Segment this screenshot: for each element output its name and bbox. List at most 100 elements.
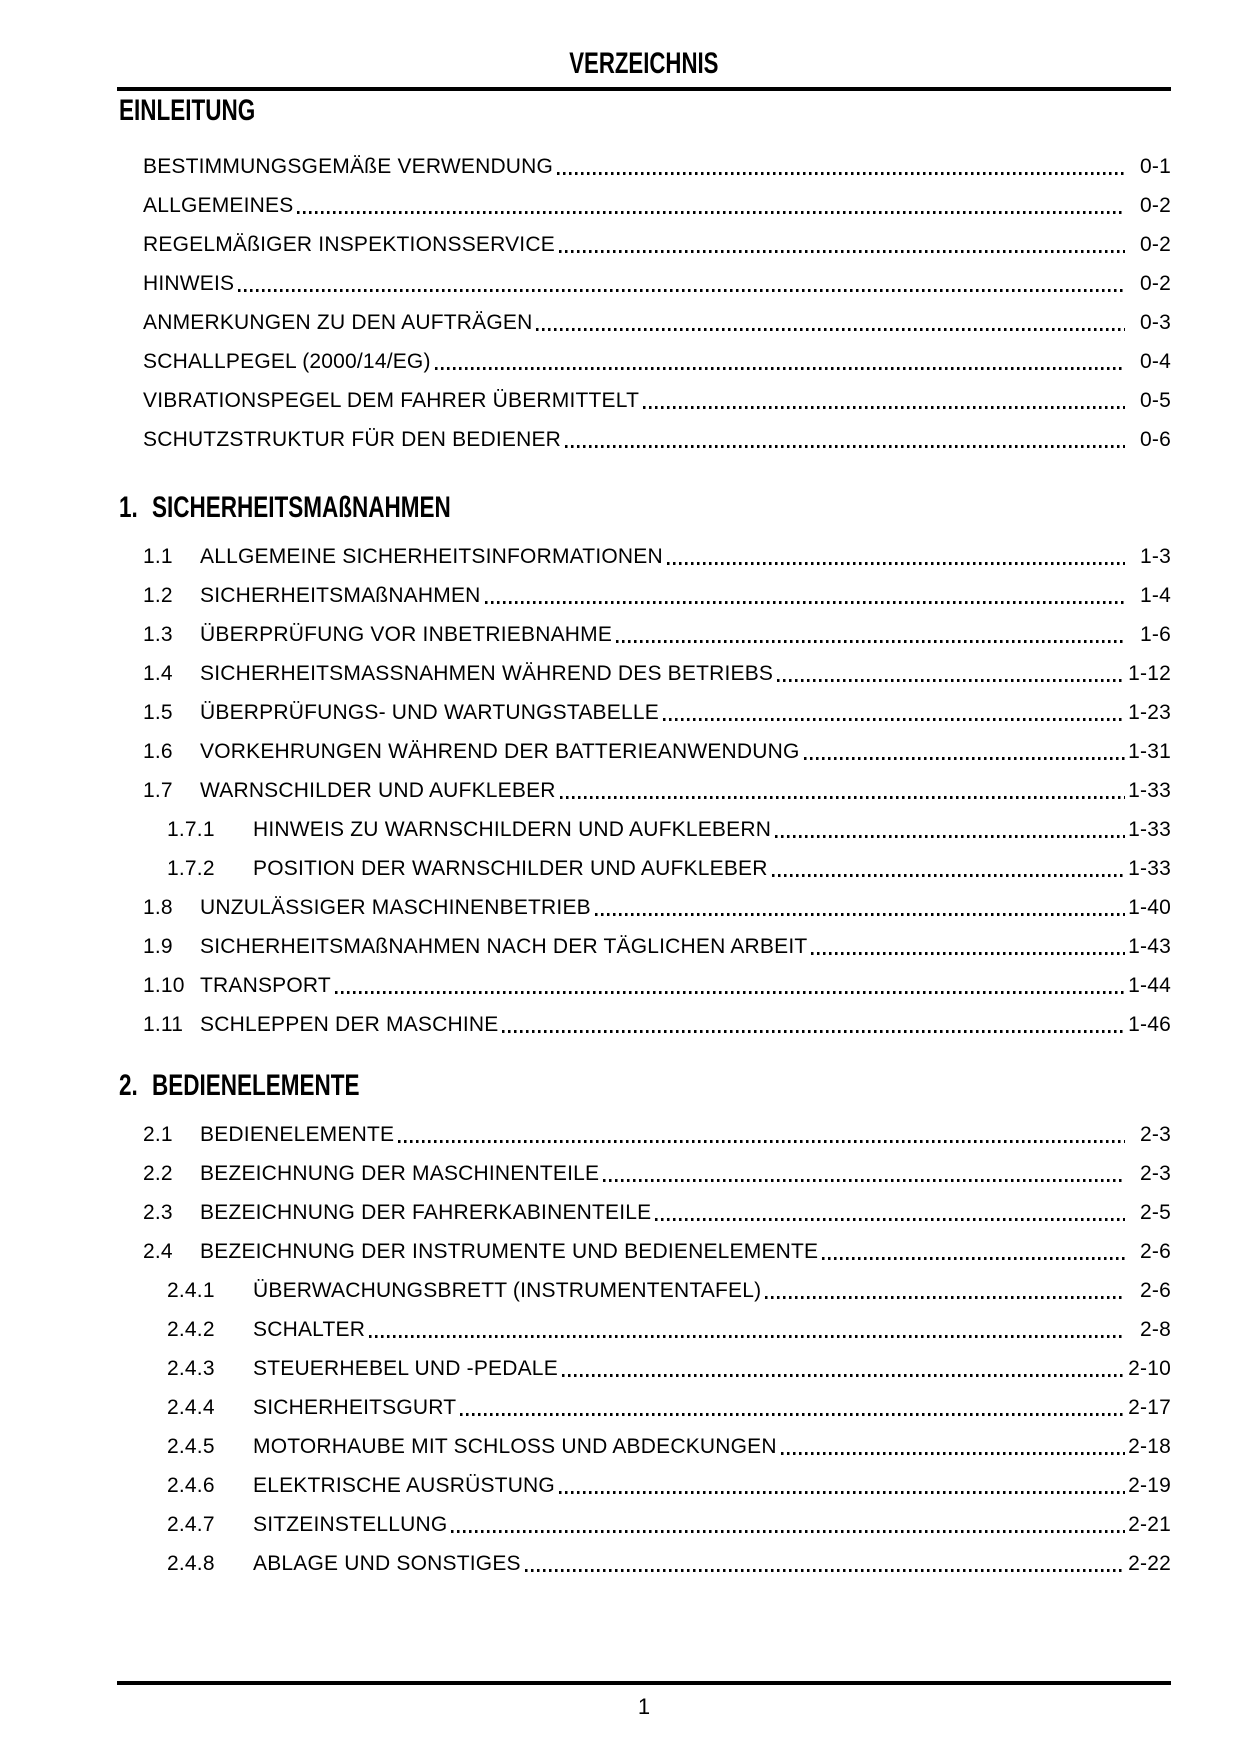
dot-leader (297, 211, 1125, 214)
page-footer: 1 (117, 1681, 1171, 1720)
entry-page-number: 2-8 (1140, 1318, 1171, 1341)
entry-number: 2.4.4 (167, 1396, 215, 1419)
entry-label: STEUERHEBEL UND -PEDALE (253, 1357, 558, 1380)
dot-leader (434, 367, 1125, 370)
entry-page-number: 2-6 (1140, 1279, 1171, 1302)
entry-label: BEZEICHNUNG DER FAHRERKABINENTEILE (200, 1201, 652, 1224)
entry-label: WARNSCHILDER UND AUFKLEBER (200, 779, 556, 802)
dot-leader (643, 406, 1125, 409)
dot-leader (603, 1179, 1125, 1182)
entry-page-number: 2-19 (1128, 1474, 1171, 1497)
entry-page-number: 1-33 (1128, 857, 1171, 880)
entry-number: 2.4.3 (167, 1357, 215, 1380)
entry-number: 1.11 (143, 1013, 184, 1036)
toc-entry: 1.1 ALLGEMEINE SICHERHEITSINFORMATIONEN … (117, 537, 1171, 576)
toc-entry: 2.4.1 ÜBERWACHUNGSBRETT (INSTRUMENTENTAF… (117, 1271, 1171, 1310)
entry-page-number: 2-18 (1128, 1435, 1171, 1458)
footer-rule (117, 1681, 1171, 1685)
dot-leader (666, 562, 1125, 565)
toc-section: 1. SICHERHEITSMAßNAHMEN 1.1 ALLGEMEINE S… (117, 491, 1171, 1044)
entry-label: ANMERKUNGEN ZU DEN AUFTRÄGEN (143, 311, 533, 334)
dot-leader (334, 991, 1125, 994)
entry-page-number: 1-40 (1128, 896, 1171, 919)
entry-page-number: 1-31 (1128, 740, 1171, 763)
entry-label: SCHALTER (253, 1318, 366, 1341)
section-title: EINLEITUNG (119, 94, 256, 127)
dot-leader (238, 289, 1125, 292)
entry-number: 1.7 (143, 779, 173, 802)
dot-leader (484, 601, 1125, 604)
entry-page-number: 0-3 (1140, 311, 1171, 334)
dot-leader (502, 1030, 1125, 1033)
entry-label: ÜBERWACHUNGSBRETT (INSTRUMENTENTAFEL) (253, 1279, 762, 1302)
toc-entry: 2.4.4 SICHERHEITSGURT 2-17 (117, 1388, 1171, 1427)
entry-page-number: 1-6 (1140, 623, 1171, 646)
dot-leader (771, 874, 1125, 877)
dot-leader (811, 952, 1125, 955)
entry-number: 2.4.1 (167, 1279, 215, 1302)
entry-number: 2.4 (143, 1240, 173, 1263)
entry-number: 2.4.6 (167, 1474, 215, 1497)
toc-body: EINLEITUNG BESTIMMUNGSGEMÄßE VERWENDUNG … (117, 94, 1171, 1583)
entry-label: BEZEICHNUNG DER INSTRUMENTE UND BEDIENEL… (200, 1240, 819, 1263)
toc-entry: 1.11 SCHLEPPEN DER MASCHINE 1-46 (117, 1005, 1171, 1044)
toc-entry: VIBRATIONSPEGEL DEM FAHRER ÜBERMITTELT 0… (117, 381, 1171, 420)
entry-number: 2.4.5 (167, 1435, 215, 1458)
toc-entry: 2.4.7 SITZEINSTELLUNG 2-21 (117, 1505, 1171, 1544)
section-heading-text: 1. SICHERHEITSMAßNAHMEN (119, 491, 451, 525)
entry-label: SCHLEPPEN DER MASCHINE (200, 1013, 499, 1036)
entry-label: BESTIMMUNGSGEMÄßE VERWENDUNG (143, 155, 554, 178)
footer-page-number: 1 (637, 1694, 651, 1719)
toc-entry: 2.4.3 STEUERHEBEL UND -PEDALE 2-10 (117, 1349, 1171, 1388)
entry-label: REGELMÄßIGER INSPEKTIONSSERVICE (143, 233, 555, 256)
entry-label: SICHERHEITSMAßNAHMEN (200, 584, 481, 607)
toc-section: 2. BEDIENELEMENTE 2.1 BEDIENELEMENTE 2-3… (117, 1069, 1171, 1583)
section-title: BEDIENELEMENTE (152, 1069, 360, 1102)
entry-list: 1.1 ALLGEMEINE SICHERHEITSINFORMATIONEN … (117, 537, 1171, 1044)
entry-page-number: 1-44 (1128, 974, 1171, 997)
entry-list: 2.1 BEDIENELEMENTE 2-3 2.2 BEZEICHNUNG D… (117, 1115, 1171, 1583)
section-heading: 2. BEDIENELEMENTE (117, 1069, 1171, 1103)
entry-label: MOTORHAUBE MIT SCHLOSS UND ABDECKUNGEN (253, 1435, 777, 1458)
entry-number: 1.6 (143, 740, 173, 763)
entry-label: HINWEIS ZU WARNSCHILDERN UND AUFKLEBERN (253, 818, 772, 841)
section-title: SICHERHEITSMAßNAHMEN (152, 491, 451, 524)
toc-entry: 1.5 ÜBERPRÜFUNGS- UND WARTUNGSTABELLE 1-… (117, 693, 1171, 732)
toc-entry: 1.7.2 POSITION DER WARNSCHILDER UND AUFK… (117, 849, 1171, 888)
entry-page-number: 1-12 (1128, 662, 1171, 685)
entry-number: 1.4 (143, 662, 173, 685)
toc-entry: 2.4.8 ABLAGE UND SONSTIGES 2-22 (117, 1544, 1171, 1583)
entry-label: POSITION DER WARNSCHILDER UND AUFKLEBER (253, 857, 768, 880)
page-content: VERZEICHNIS EINLEITUNG BESTIMMUNGSGEMÄßE… (117, 0, 1171, 1583)
entry-page-number: 2-6 (1140, 1240, 1171, 1263)
dot-leader (780, 1452, 1125, 1455)
entry-page-number: 1-33 (1128, 779, 1171, 802)
toc-entry: 1.4 SICHERHEITSMASSNAHMEN WÄHREND DES BE… (117, 654, 1171, 693)
entry-page-number: 2-10 (1128, 1357, 1171, 1380)
toc-entry: 2.3 BEZEICHNUNG DER FAHRERKABINENTEILE 2… (117, 1193, 1171, 1232)
toc-section: EINLEITUNG BESTIMMUNGSGEMÄßE VERWENDUNG … (117, 94, 1171, 459)
entry-number: 1.2 (143, 584, 173, 607)
entry-page-number: 1-23 (1128, 701, 1171, 724)
entry-label: VIBRATIONSPEGEL DEM FAHRER ÜBERMITTELT (143, 389, 640, 412)
entry-number: 1.7.2 (167, 857, 215, 880)
dot-leader (460, 1413, 1125, 1416)
entry-page-number: 2-17 (1128, 1396, 1171, 1419)
toc-entry: 1.2 SICHERHEITSMAßNAHMEN 1-4 (117, 576, 1171, 615)
toc-entry: 2.4.2 SCHALTER 2-8 (117, 1310, 1171, 1349)
entry-label: SCHUTZSTRUKTUR FÜR DEN BEDIENER (143, 428, 562, 451)
entry-number: 2.3 (143, 1201, 173, 1224)
entry-number: 1.7.1 (167, 818, 215, 841)
section-heading-text: EINLEITUNG (119, 94, 255, 128)
entry-number: 2.4.7 (167, 1513, 215, 1536)
page-header: VERZEICHNIS (117, 0, 1171, 81)
toc-entry: SCHALLPEGEL (2000/14/EG) 0-4 (117, 342, 1171, 381)
toc-entry: 1.10 TRANSPORT 1-44 (117, 966, 1171, 1005)
dot-leader (655, 1218, 1125, 1221)
entry-label: SICHERHEITSMASSNAHMEN WÄHREND DES BETRIE… (200, 662, 774, 685)
toc-entry: HINWEIS 0-2 (117, 264, 1171, 303)
section-number: 1. (119, 491, 138, 524)
toc-entry: 1.3 ÜBERPRÜFUNG VOR INBETRIEBNAHME 1-6 (117, 615, 1171, 654)
dot-leader (594, 913, 1125, 916)
